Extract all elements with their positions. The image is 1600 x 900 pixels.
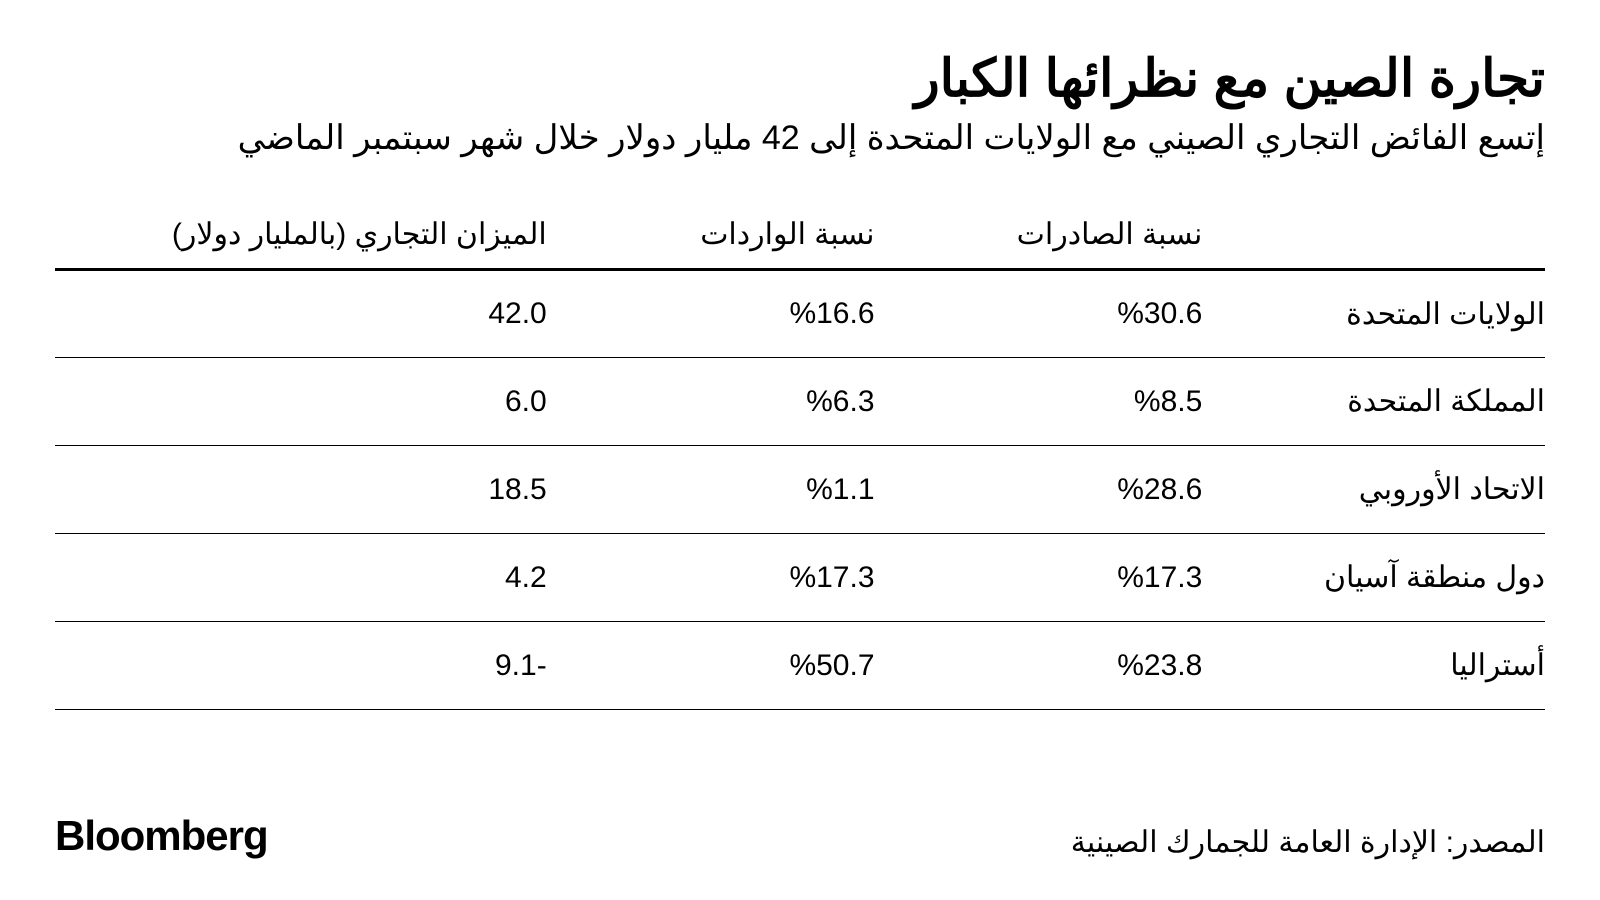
- trade-table: نسبة الصادرات نسبة الواردات الميزان التج…: [55, 200, 1545, 711]
- cell-country: المملكة المتحدة: [1202, 358, 1545, 446]
- cell-balance: 18.5: [55, 446, 547, 534]
- cell-country: دول منطقة آسيان: [1202, 534, 1545, 622]
- cell-export: %28.6: [875, 446, 1203, 534]
- cell-balance: 42.0: [55, 270, 547, 358]
- col-header-balance: الميزان التجاري (بالمليار دولار): [55, 200, 547, 270]
- cell-import: %16.6: [547, 270, 875, 358]
- col-header-export: نسبة الصادرات: [875, 200, 1203, 270]
- cell-export: %17.3: [875, 534, 1203, 622]
- col-header-country: [1202, 200, 1545, 270]
- table-row: الولايات المتحدة %30.6 %16.6 42.0: [55, 270, 1545, 358]
- cell-export: %8.5: [875, 358, 1203, 446]
- table-row: دول منطقة آسيان %17.3 %17.3 4.2: [55, 534, 1545, 622]
- cell-country: أستراليا: [1202, 622, 1545, 710]
- cell-import: %1.1: [547, 446, 875, 534]
- table-row: الاتحاد الأوروبي %28.6 %1.1 18.5: [55, 446, 1545, 534]
- cell-balance: 6.0: [55, 358, 547, 446]
- cell-country: الولايات المتحدة: [1202, 270, 1545, 358]
- table-row: المملكة المتحدة %8.5 %6.3 6.0: [55, 358, 1545, 446]
- cell-export: %30.6: [875, 270, 1203, 358]
- chart-footer: المصدر: الإدارة العامة للجمارك الصينية B…: [55, 782, 1545, 860]
- cell-balance: -9.1: [55, 622, 547, 710]
- chart-title: تجارة الصين مع نظرائها الكبار: [55, 50, 1545, 110]
- cell-country: الاتحاد الأوروبي: [1202, 446, 1545, 534]
- cell-balance: 4.2: [55, 534, 547, 622]
- table-header-row: نسبة الصادرات نسبة الواردات الميزان التج…: [55, 200, 1545, 270]
- cell-import: %17.3: [547, 534, 875, 622]
- brand-logo: Bloomberg: [55, 812, 268, 860]
- source-text: المصدر: الإدارة العامة للجمارك الصينية: [1071, 825, 1545, 860]
- cell-import: %50.7: [547, 622, 875, 710]
- cell-import: %6.3: [547, 358, 875, 446]
- table-row: أستراليا %23.8 %50.7 -9.1: [55, 622, 1545, 710]
- col-header-import: نسبة الواردات: [547, 200, 875, 270]
- cell-export: %23.8: [875, 622, 1203, 710]
- chart-subtitle: إتسع الفائض التجاري الصيني مع الولايات ا…: [55, 116, 1545, 160]
